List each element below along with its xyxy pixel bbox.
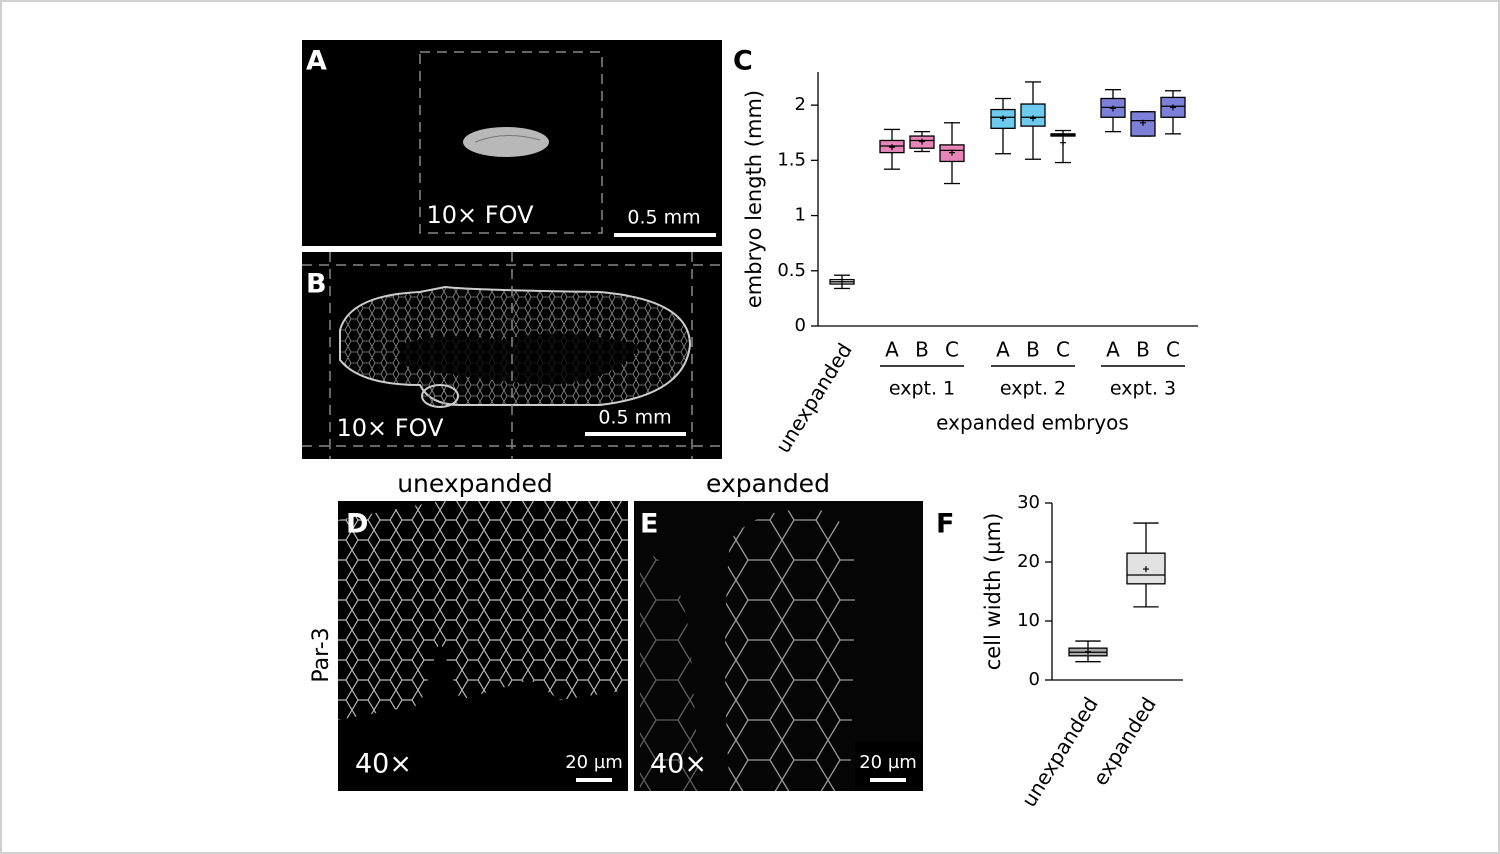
- scale-label: 20 µm: [859, 752, 917, 773]
- mean-marker: [1030, 115, 1036, 122]
- embryo-detail: [474, 134, 541, 143]
- mean-marker: [839, 278, 845, 285]
- y-tick-label: 2: [795, 94, 806, 115]
- scale-label: 0.5 mm: [627, 207, 700, 229]
- x-tick-label: A: [1106, 338, 1120, 362]
- row-label: Par-3: [309, 627, 334, 682]
- tissue: [725, 509, 856, 791]
- x-tick-label: B: [915, 338, 929, 362]
- column-title: expanded: [706, 469, 830, 498]
- box: [1020, 103, 1046, 127]
- panel-letter: F: [936, 509, 954, 540]
- y-tick-label: 0: [795, 315, 806, 336]
- y-axis-label: embryo length (mm): [742, 90, 766, 308]
- y-tick-label: 10: [1017, 610, 1040, 631]
- y-tick-label: 30: [1017, 492, 1040, 513]
- x-tick-label: A: [996, 338, 1010, 362]
- x-tick-label: C: [1166, 338, 1180, 362]
- panel-letter: E: [640, 509, 658, 540]
- panel-letter: B: [306, 269, 327, 300]
- mean-marker: [1143, 566, 1149, 573]
- scale-label: 0.5 mm: [598, 407, 671, 429]
- y-tick-label: 20: [1017, 551, 1040, 572]
- y-tick-label: 0: [1029, 669, 1040, 690]
- group-label: expt. 3: [1110, 378, 1176, 400]
- mean-marker: [919, 138, 925, 145]
- y-tick-label: 1: [795, 205, 806, 226]
- mean-marker: [1085, 648, 1091, 655]
- panel-letter: C: [733, 46, 753, 77]
- scale-label: 20 µm: [565, 752, 623, 773]
- x-tick-label: A: [885, 338, 899, 362]
- embryo: [463, 127, 549, 157]
- group-label: expt. 1: [889, 378, 955, 400]
- embryo-bud: [421, 384, 459, 408]
- y-tick-label: 1.5: [777, 149, 806, 170]
- x-tick-label: C: [1056, 338, 1070, 362]
- mean-marker: [1170, 104, 1176, 111]
- tissue: [338, 501, 628, 720]
- y-axis-label: cell width (µm): [981, 513, 1005, 671]
- y-tick-label: 0.5: [777, 260, 806, 281]
- fov-box: [419, 51, 603, 234]
- group-label: expt. 2: [1000, 378, 1066, 400]
- panel-letter: A: [306, 46, 327, 77]
- x-axis-label: expanded embryos: [936, 411, 1129, 435]
- mean-marker: [1000, 115, 1006, 122]
- tissue: [640, 550, 700, 791]
- mean-marker: [889, 144, 895, 151]
- fov-label: 10× FOV: [337, 414, 445, 442]
- mean-marker: [1140, 119, 1146, 126]
- x-tick-label: C: [945, 338, 959, 362]
- fov-label: 10× FOV: [427, 201, 535, 229]
- embryo-lumen: [400, 333, 640, 385]
- mean-marker: [949, 149, 955, 156]
- magnification: 40×: [355, 749, 412, 780]
- scale-patch: [855, 742, 923, 791]
- panel-letter: D: [346, 509, 368, 540]
- mean-marker: [1060, 139, 1066, 146]
- x-tick-label: B: [1026, 338, 1040, 362]
- column-title: unexpanded: [397, 469, 553, 498]
- x-tick-label: B: [1136, 338, 1150, 362]
- mean-marker: [1110, 105, 1116, 112]
- magnification: 40×: [650, 749, 707, 780]
